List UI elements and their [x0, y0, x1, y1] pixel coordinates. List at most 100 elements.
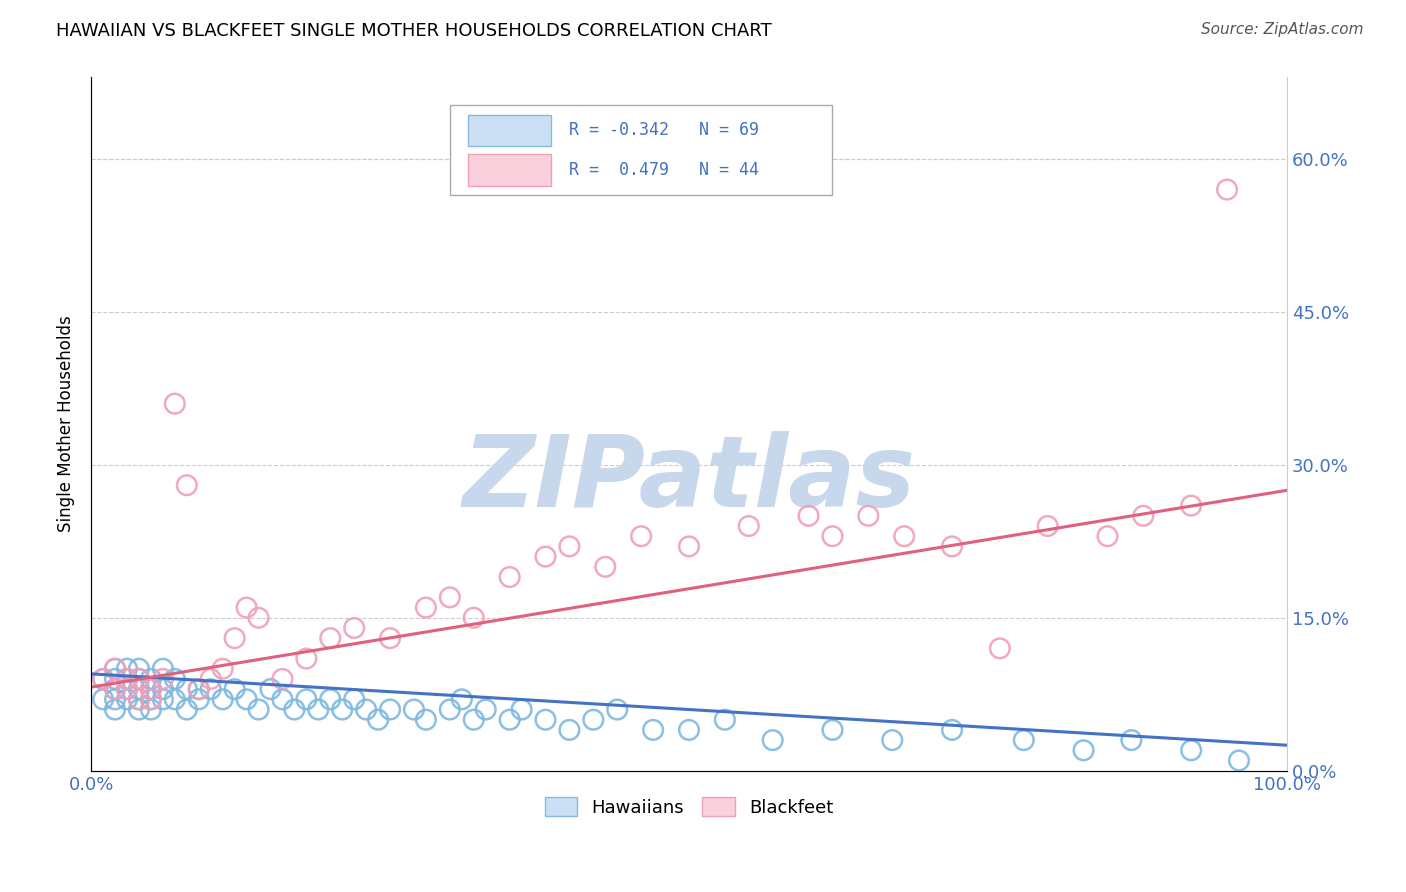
Point — [187, 682, 209, 697]
Point — [630, 529, 652, 543]
Point — [367, 713, 389, 727]
Point — [224, 682, 246, 697]
Point — [187, 692, 209, 706]
Point — [200, 682, 222, 697]
FancyBboxPatch shape — [468, 115, 551, 146]
Point — [139, 672, 162, 686]
Point — [1132, 508, 1154, 523]
Point — [463, 713, 485, 727]
Point — [247, 702, 270, 716]
Y-axis label: Single Mother Households: Single Mother Households — [58, 316, 75, 533]
Point — [678, 540, 700, 554]
Point — [582, 713, 605, 727]
Point — [402, 702, 425, 716]
Point — [439, 702, 461, 716]
Point — [128, 672, 150, 686]
Point — [474, 702, 496, 716]
Point — [1216, 183, 1239, 197]
Point — [295, 651, 318, 665]
Point — [1036, 519, 1059, 533]
Text: Source: ZipAtlas.com: Source: ZipAtlas.com — [1201, 22, 1364, 37]
Point — [152, 682, 174, 697]
Point — [283, 702, 305, 716]
Point — [176, 682, 198, 697]
Point — [558, 540, 581, 554]
Point — [211, 662, 233, 676]
Point — [510, 702, 533, 716]
Text: HAWAIIAN VS BLACKFEET SINGLE MOTHER HOUSEHOLDS CORRELATION CHART: HAWAIIAN VS BLACKFEET SINGLE MOTHER HOUS… — [56, 22, 772, 40]
Point — [988, 641, 1011, 656]
Point — [139, 682, 162, 697]
Point — [354, 702, 377, 716]
Point — [152, 662, 174, 676]
Point — [498, 713, 520, 727]
Point — [104, 682, 127, 697]
Point — [187, 682, 209, 697]
Point — [858, 508, 880, 523]
Point — [163, 672, 186, 686]
Point — [343, 692, 366, 706]
Point — [450, 692, 472, 706]
Point — [1180, 743, 1202, 757]
Point — [163, 397, 186, 411]
Point — [152, 672, 174, 686]
Point — [534, 713, 557, 727]
FancyBboxPatch shape — [450, 105, 832, 195]
Point — [821, 529, 844, 543]
Point — [128, 692, 150, 706]
Point — [139, 692, 162, 706]
Point — [606, 702, 628, 716]
Point — [128, 702, 150, 716]
Point — [104, 692, 127, 706]
Legend: Hawaiians, Blackfeet: Hawaiians, Blackfeet — [537, 790, 841, 824]
Point — [235, 692, 257, 706]
Point — [378, 702, 401, 716]
Point — [104, 662, 127, 676]
Point — [91, 672, 114, 686]
Point — [714, 713, 737, 727]
Point — [139, 702, 162, 716]
Point — [295, 692, 318, 706]
Point — [595, 559, 617, 574]
Point — [821, 723, 844, 737]
Point — [271, 672, 294, 686]
Point — [330, 702, 353, 716]
Point — [1180, 499, 1202, 513]
Point — [104, 682, 127, 697]
Point — [152, 692, 174, 706]
Point — [319, 631, 342, 645]
Point — [643, 723, 665, 737]
Point — [882, 733, 904, 747]
Point — [115, 672, 138, 686]
Text: R = -0.342   N = 69: R = -0.342 N = 69 — [569, 121, 759, 139]
Point — [941, 540, 963, 554]
Point — [211, 692, 233, 706]
Point — [1073, 743, 1095, 757]
Point — [128, 662, 150, 676]
Point — [115, 672, 138, 686]
Point — [139, 692, 162, 706]
Point — [415, 600, 437, 615]
Point — [128, 672, 150, 686]
Text: ZIPatlas: ZIPatlas — [463, 431, 915, 528]
Point — [176, 478, 198, 492]
Point — [128, 682, 150, 697]
Point — [738, 519, 761, 533]
Point — [91, 672, 114, 686]
Point — [176, 702, 198, 716]
Text: R =  0.479   N = 44: R = 0.479 N = 44 — [569, 161, 759, 179]
Point — [893, 529, 915, 543]
Point — [1121, 733, 1143, 747]
Point — [163, 692, 186, 706]
FancyBboxPatch shape — [468, 154, 551, 186]
Point — [224, 631, 246, 645]
Point — [463, 611, 485, 625]
Point — [115, 682, 138, 697]
Point — [1227, 754, 1250, 768]
Point — [797, 508, 820, 523]
Point — [91, 692, 114, 706]
Point — [271, 692, 294, 706]
Point — [439, 591, 461, 605]
Point — [115, 692, 138, 706]
Point — [558, 723, 581, 737]
